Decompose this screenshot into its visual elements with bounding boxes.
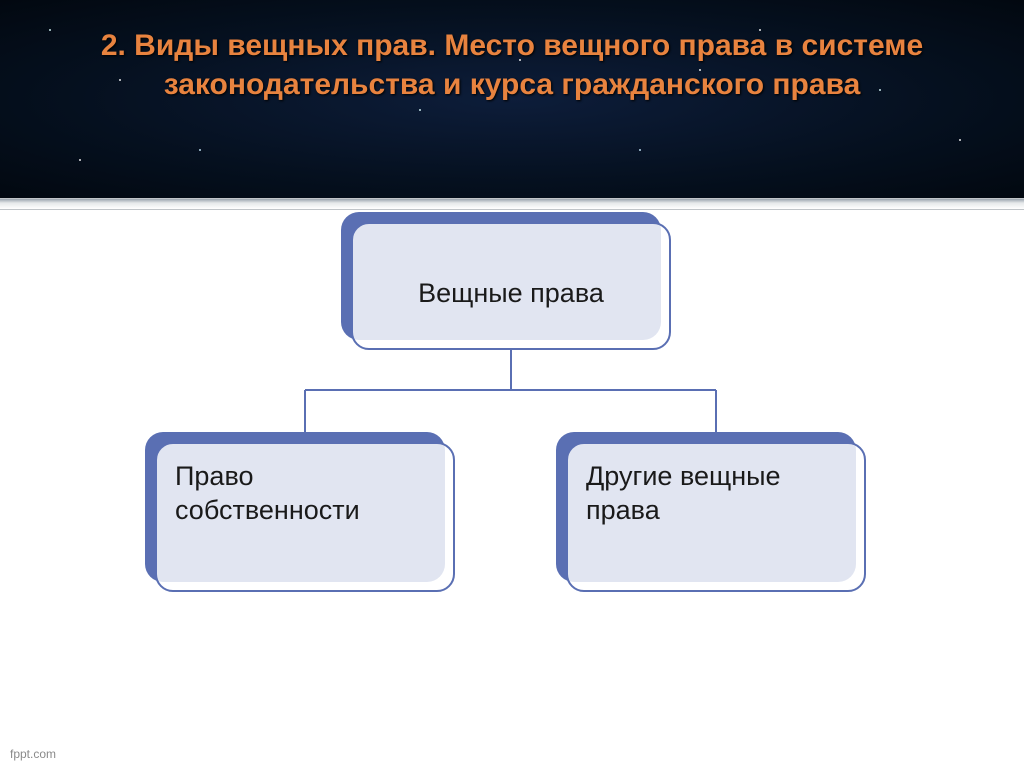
node-label: Вещные права bbox=[418, 277, 604, 311]
footer-watermark: fppt.com bbox=[10, 747, 56, 761]
node-front: Вещные права bbox=[351, 222, 671, 350]
node-label: Другие вещные права bbox=[586, 460, 846, 528]
diagram-node: Вещные права bbox=[351, 222, 671, 350]
diagram-node: Другие вещные права bbox=[566, 442, 866, 592]
node-label: Право собственности bbox=[175, 460, 435, 528]
connector bbox=[510, 350, 512, 390]
node-front: Другие вещные права bbox=[566, 442, 866, 592]
diagram-hierarchy: Вещные права Право собственности Другие ве… bbox=[0, 210, 1024, 750]
slide: 2. Виды вещных прав. Место вещного права… bbox=[0, 0, 1024, 767]
connector bbox=[305, 389, 716, 391]
diagram-node: Право собственности bbox=[155, 442, 455, 592]
slide-title: 2. Виды вещных прав. Место вещного права… bbox=[0, 26, 1024, 104]
node-front: Право собственности bbox=[155, 442, 455, 592]
header-edge bbox=[0, 198, 1024, 210]
